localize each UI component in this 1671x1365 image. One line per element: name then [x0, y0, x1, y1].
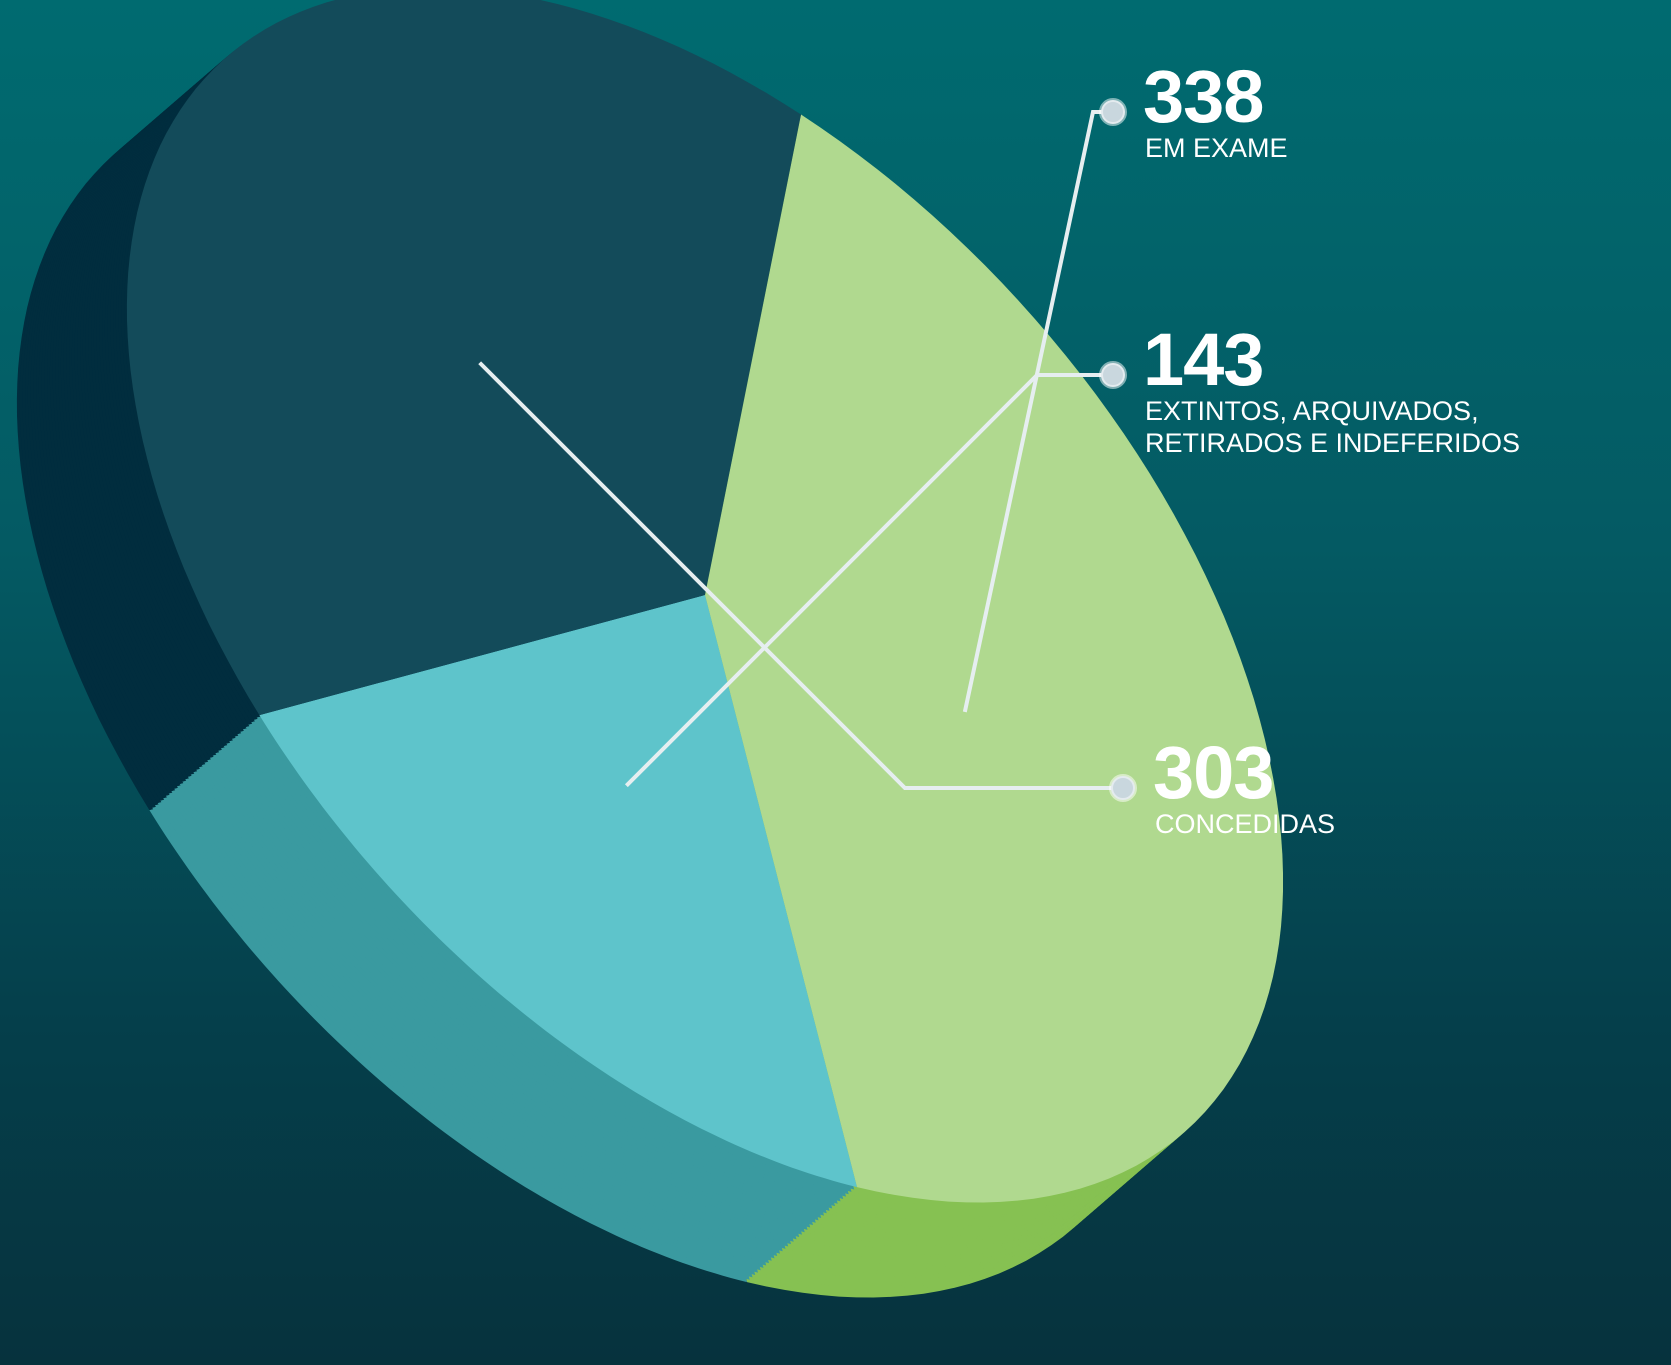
category-label: EM EXAME: [1145, 133, 1288, 163]
slice: [705, 114, 1283, 1203]
leader-dot: [1099, 361, 1127, 389]
leader-line: [478, 361, 1123, 790]
value-label: 338: [1143, 55, 1264, 138]
leader-dot: [1099, 98, 1127, 126]
slice: [259, 595, 857, 1188]
category-label: EXTINTOS, ARQUIVADOS, RETIRADOS E INDEFE…: [1145, 396, 1521, 458]
value-label: 143: [1143, 318, 1264, 401]
category-label: CONCEDIDAS: [1155, 809, 1336, 839]
slice: [126, 0, 801, 716]
leader-dot: [1109, 774, 1137, 802]
value-label: 303: [1153, 731, 1274, 814]
